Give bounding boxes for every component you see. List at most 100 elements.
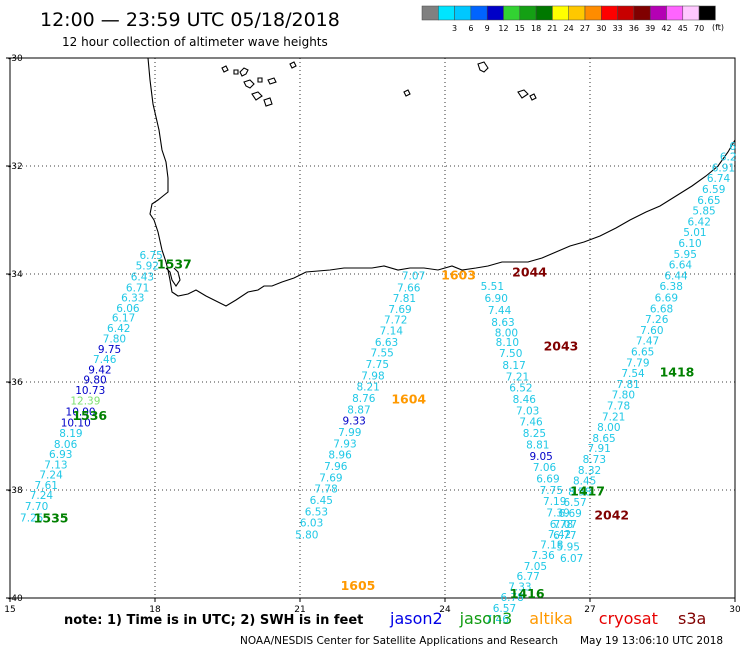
legend-swatch [421, 5, 439, 21]
legend-tick-label: 45 [678, 24, 688, 33]
wave-height-observations: 6.755.926.436.716.336.066.176.427.809.75… [20, 141, 737, 626]
wave-height-label: 8.25 [523, 428, 546, 440]
wave-height-label: 7.24 [30, 490, 54, 502]
legend-swatch [682, 5, 700, 21]
legend-swatch [633, 5, 651, 21]
island-3 [239, 67, 249, 77]
wave-height-label: 8.21 [356, 382, 379, 394]
island-2 [233, 69, 239, 75]
cape-peninsula [165, 267, 181, 287]
lat-tick-label: -30 [8, 54, 23, 64]
wave-height-label: 7.96 [324, 461, 348, 473]
wave-height-label: 7.25 [20, 512, 43, 524]
wave-height-label: 7.70 [25, 501, 48, 513]
legend-tick-label: 30 [596, 24, 606, 33]
wave-height-label: 6.52 [509, 383, 532, 395]
wave-height-label: 7.36 [531, 550, 555, 562]
wave-height-label: 6.42 [688, 216, 711, 228]
lon-tick-label: 15 [4, 605, 15, 615]
wave-height-label: 6.75 [139, 250, 162, 262]
wave-height-label: 8.96 [328, 450, 352, 462]
wave-height-label: 7.81 [616, 379, 639, 391]
wave-height-label: 7.80 [103, 334, 126, 346]
wave-height-label: 6.77 [516, 571, 539, 583]
lon-tick-label: 21 [294, 605, 305, 615]
wave-height-label: 7.13 [44, 459, 67, 471]
island-7 [251, 91, 263, 101]
wave-height-label: 8.46 [513, 394, 537, 406]
wave-height-label: 7.69 [388, 304, 411, 316]
legend-swatch [552, 5, 569, 21]
legend-swatch [601, 5, 618, 21]
island-12 [517, 89, 529, 99]
pass-time-label: 1537 [157, 257, 192, 272]
wave-height-label: 7.18 [540, 539, 563, 551]
wave-height-label: 6.65 [631, 347, 654, 359]
wave-height-label: 7.78 [314, 484, 337, 496]
wave-height-label: 6.78 [550, 519, 573, 531]
pass-time-label: 2043 [544, 339, 579, 354]
wave-height-label: 8.17 [502, 360, 525, 372]
island-1 [221, 65, 229, 73]
wave-height-label: 6.69 [558, 508, 581, 520]
wave-height-label: 6.57 [493, 603, 516, 615]
wave-height-label: 7.93 [333, 438, 356, 450]
wave-height-label: 7.39 [546, 507, 569, 519]
pass-time-label: 1604 [391, 392, 426, 407]
wave-height-label: 8.32 [578, 465, 601, 477]
wave-height-label: 9.05 [529, 451, 552, 463]
wave-height-label: 5.95 [674, 249, 697, 261]
pass-time-label: 1535 [34, 510, 69, 525]
wave-height-label: 8.81 [526, 439, 549, 451]
wave-height-label: 6.64 [669, 260, 693, 272]
wave-height-label: 6.78 [500, 592, 523, 604]
wave-height-label: 7.03 [516, 405, 539, 417]
wave-height-label: 5.51 [481, 281, 504, 293]
wave-height-label: 10.73 [75, 385, 105, 397]
legend-swatch [584, 5, 602, 21]
wave-height-label: 7.80 [612, 390, 635, 402]
pass-2043-2044: 5.516.907.448.638.008.107.508.177.216.52… [481, 281, 584, 565]
wave-height-label: 7.44 [488, 305, 512, 317]
legend-tick-label: 15 [515, 24, 525, 33]
wave-height-label: 7.55 [370, 348, 393, 360]
wave-height-label: 6.57 [563, 497, 586, 509]
pass-time-label: 1418 [660, 365, 695, 380]
lon-tick-label: 24 [439, 605, 451, 615]
pass-time-labels: 1537 1536 1535 1603 1604 1605 2044 2043 2042 1418… [34, 257, 695, 601]
pass-1416-1418: 66.26.916.746.596.655.856.425.016.105.95… [486, 141, 737, 626]
legend-tick-label: 9 [485, 24, 490, 33]
wave-height-label: 7.75 [366, 359, 389, 371]
wave-height-label: 7.33 [508, 581, 531, 593]
lat-tick-label: -32 [8, 162, 23, 172]
pass-1535-1537: 6.755.926.436.716.336.066.176.427.809.75… [20, 250, 163, 524]
legend-tick-label: 21 [547, 24, 557, 33]
timestamp-text: May 19 13:06:10 UTC 2018 [580, 635, 723, 647]
lon-tick-label: 27 [584, 605, 595, 615]
satellite-name-s3a: s3a [678, 609, 706, 628]
wave-height-label: 9.80 [83, 375, 106, 387]
legend-swatch [568, 5, 586, 21]
wave-height-label: 7.60 [640, 325, 663, 337]
wave-height-label: 7.61 [35, 480, 58, 492]
wave-height-label: 6.59 [702, 184, 725, 196]
wave-height-label: 10.10 [61, 417, 91, 429]
wave-height-label: 8.87 [347, 404, 370, 416]
pass-time-label: 1605 [341, 578, 376, 593]
wave-height-label: 6.17 [112, 313, 135, 325]
wave-height-label: 8.10 [496, 337, 519, 349]
wave-height-label: 6.45 [310, 495, 333, 507]
wave-height-label: 6.2 [720, 152, 737, 164]
map-frame [9, 57, 736, 599]
wave-height-label: 7.14 [380, 325, 404, 337]
wave-height-label: 7.79 [626, 357, 649, 369]
wave-height-label: 7.07 [402, 270, 425, 282]
wave-height-label: 9.33 [342, 416, 365, 428]
wave-height-label: 6 [729, 141, 736, 153]
wave-height-label: 6.93 [49, 449, 72, 461]
wave-height-label: 5.01 [683, 227, 706, 239]
legend-swatch [698, 5, 716, 21]
wave-height-label: 6.90 [485, 293, 508, 305]
legend-tick-label: 18 [531, 24, 541, 33]
